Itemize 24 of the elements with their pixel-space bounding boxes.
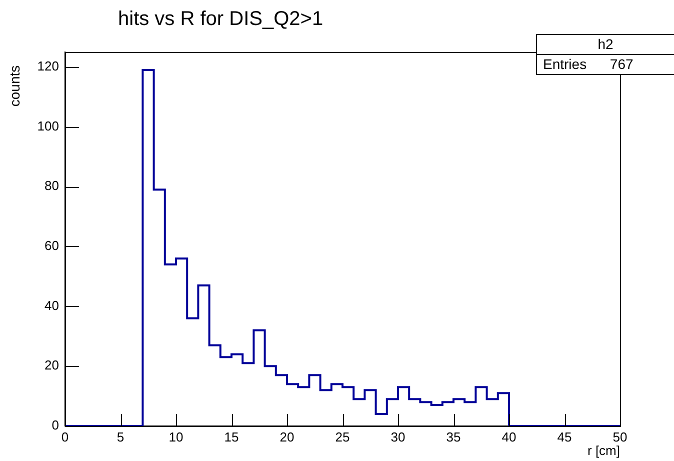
x-tick-label: 20 <box>280 429 294 444</box>
x-tick-label: 50 <box>612 429 628 444</box>
x-tick-label: 15 <box>224 429 239 444</box>
y-axis-title: counts <box>6 65 23 107</box>
x-axis-title: r [cm] <box>588 443 620 458</box>
legend-title: h2 <box>537 35 674 55</box>
x-tick-label: 35 <box>446 429 461 444</box>
y-tick-label: 0 <box>52 418 59 433</box>
x-tick-label: 25 <box>335 429 350 444</box>
x-tick-label: 45 <box>557 429 572 444</box>
x-tick-label: 10 <box>168 429 184 444</box>
y-tick-label: 60 <box>44 238 59 254</box>
x-tick-label: 5 <box>116 429 124 444</box>
stats-box: h2 Entries 767 <box>536 34 674 75</box>
y-tick-label: 20 <box>44 358 59 373</box>
y-tick-label: 100 <box>37 118 59 134</box>
y-tick-label: 80 <box>44 178 59 194</box>
x-tick-label: 30 <box>390 429 406 444</box>
y-tick-label: 40 <box>44 298 59 313</box>
x-tick-label: 40 <box>502 429 516 444</box>
x-tick-label: 0 <box>61 429 69 444</box>
y-tick-label: 120 <box>37 58 59 74</box>
chart-title: hits vs R for DIS_Q2>1 <box>118 8 324 31</box>
annotation: Entries 767 <box>542 55 634 74</box>
